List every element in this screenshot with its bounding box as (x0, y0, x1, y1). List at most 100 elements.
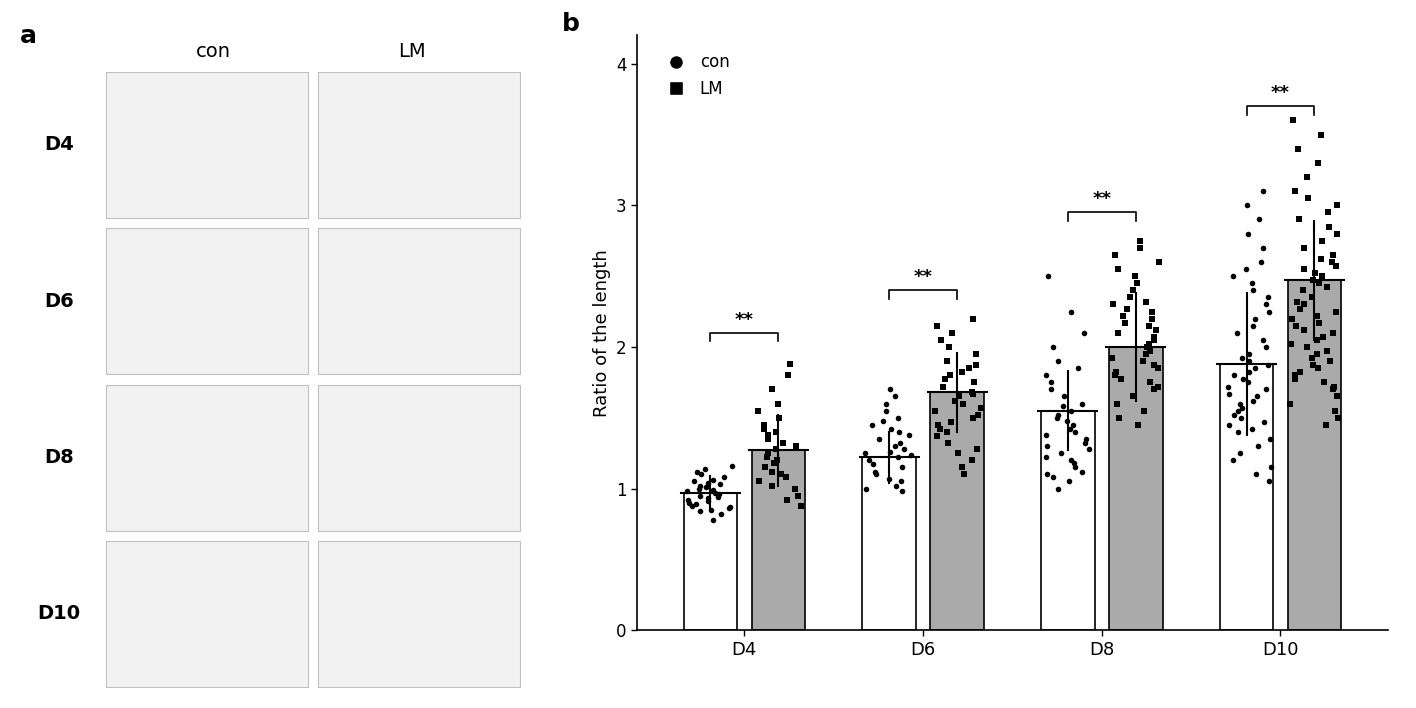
Point (937, 341, 960, 353)
Point (702, 484, 725, 496)
Point (1222, 455, 1245, 466)
Point (949, 391, 971, 402)
Point (753, 462, 776, 473)
Bar (106, 228, 307, 375)
Point (1072, 327, 1095, 338)
Point (1140, 306, 1163, 317)
Point (1293, 242, 1315, 253)
Point (1293, 299, 1315, 310)
Point (1313, 377, 1335, 388)
Point (855, 483, 878, 494)
Point (1116, 303, 1138, 314)
Point (1246, 440, 1269, 452)
Point (1281, 115, 1304, 126)
Point (1236, 228, 1259, 239)
Point (1061, 419, 1083, 430)
Point (1310, 253, 1332, 265)
Text: D6: D6 (44, 292, 74, 311)
Point (1113, 317, 1136, 329)
Point (777, 370, 800, 381)
Point (721, 460, 743, 472)
Point (772, 438, 794, 449)
Point (1310, 129, 1332, 140)
Point (1318, 355, 1341, 367)
Point (1063, 457, 1086, 469)
Point (1061, 455, 1083, 466)
Point (1259, 433, 1281, 445)
Point (1325, 391, 1348, 402)
Point (888, 426, 910, 438)
Point (1075, 438, 1097, 449)
Point (1148, 256, 1171, 268)
Point (1223, 370, 1246, 381)
Point (854, 447, 877, 459)
Point (1229, 447, 1252, 459)
Point (891, 462, 913, 473)
Point (936, 426, 959, 438)
Point (1327, 412, 1349, 423)
Point (697, 493, 719, 504)
Point (891, 486, 913, 497)
Point (1035, 370, 1058, 381)
Point (1247, 214, 1270, 225)
Text: **: ** (913, 268, 933, 286)
Bar (1287, 280, 1341, 630)
Point (1039, 377, 1062, 388)
Bar (862, 457, 916, 630)
Point (685, 498, 708, 510)
Point (766, 455, 789, 466)
Point (1243, 313, 1266, 324)
Point (884, 480, 906, 491)
Point (1112, 310, 1134, 321)
Point (1306, 310, 1328, 321)
Point (1063, 462, 1086, 473)
Point (1296, 341, 1318, 353)
Point (1284, 320, 1307, 331)
Point (677, 486, 700, 497)
Point (969, 402, 991, 413)
Point (1323, 405, 1345, 416)
Bar (106, 72, 307, 218)
Point (1121, 285, 1144, 296)
Point (936, 355, 959, 367)
Point (1137, 338, 1160, 350)
Point (776, 494, 799, 506)
Point (1058, 476, 1080, 487)
Point (1296, 171, 1318, 183)
Point (709, 508, 732, 520)
Point (1236, 377, 1259, 388)
Point (1046, 412, 1069, 423)
Point (1300, 292, 1323, 303)
Text: **: ** (735, 311, 753, 329)
Point (1257, 306, 1280, 317)
Point (888, 438, 910, 449)
Text: LM: LM (398, 42, 426, 61)
Point (1242, 285, 1264, 296)
Point (748, 476, 770, 487)
Point (688, 490, 711, 501)
Point (1250, 256, 1273, 268)
Point (1138, 320, 1161, 331)
Point (1283, 185, 1306, 197)
Point (1106, 263, 1129, 275)
Point (1280, 313, 1303, 324)
Point (1229, 412, 1252, 423)
Point (950, 367, 973, 378)
Point (767, 412, 790, 423)
Point (1222, 270, 1245, 282)
Point (1147, 362, 1170, 374)
Bar (1219, 364, 1273, 630)
Point (879, 423, 902, 435)
Point (1231, 374, 1253, 385)
Point (1286, 296, 1308, 307)
Point (929, 334, 952, 346)
Point (1253, 416, 1276, 428)
Point (1297, 193, 1320, 204)
Point (1049, 447, 1072, 459)
Point (1293, 263, 1315, 275)
Point (967, 409, 990, 421)
Point (943, 395, 966, 406)
Point (1124, 270, 1147, 282)
Point (884, 440, 906, 452)
Point (790, 500, 813, 511)
